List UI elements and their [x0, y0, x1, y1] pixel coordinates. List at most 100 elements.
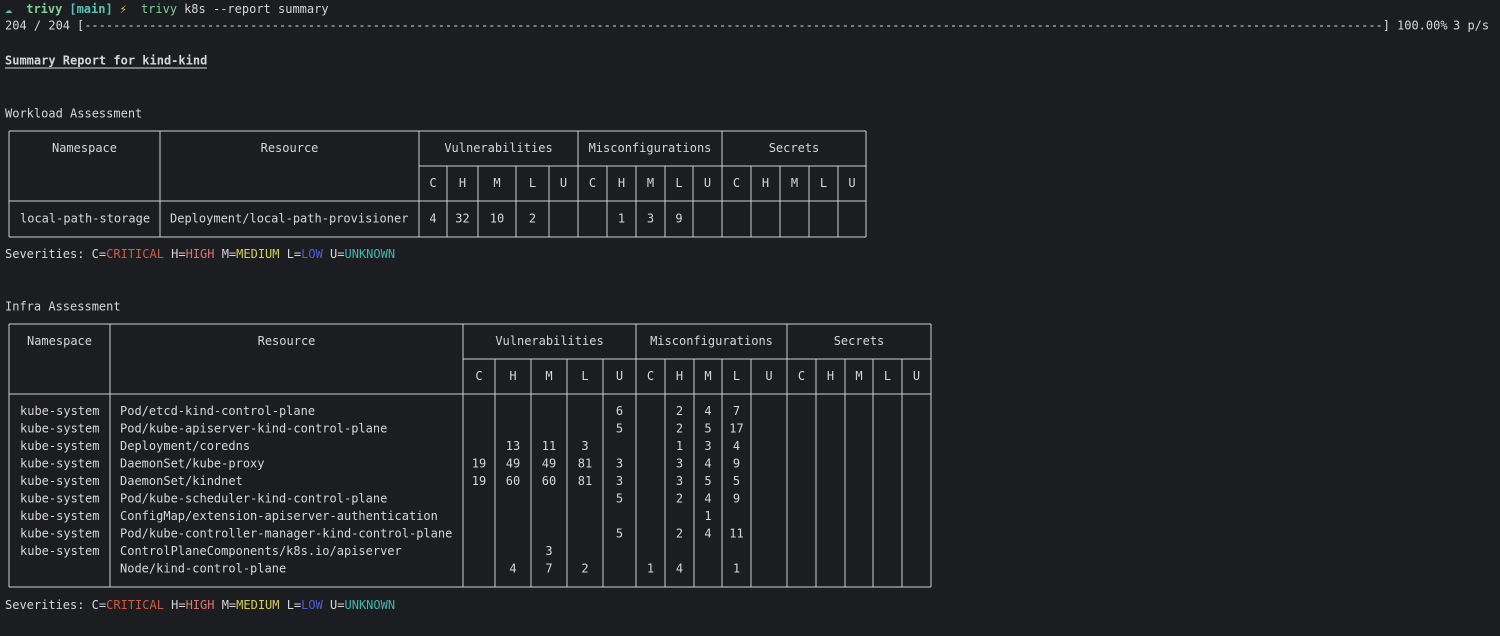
severity-header: U — [616, 369, 623, 383]
severity-header: L — [529, 176, 536, 190]
severity-header: U — [704, 176, 711, 190]
legend-key: U= — [330, 598, 344, 612]
legend-name: CRITICAL — [106, 598, 164, 612]
legend-label: Severities: — [5, 598, 84, 612]
count-cell: 2 — [529, 212, 536, 226]
count-cell: 3 — [704, 439, 711, 453]
severity-header: M — [493, 176, 500, 190]
count-cell: 1 — [733, 562, 740, 576]
namespace-cell: kube-system — [20, 492, 99, 506]
count-cell: 4 — [676, 562, 683, 576]
legend-key: M= — [222, 247, 236, 261]
severity-header: C — [798, 369, 805, 383]
legend-key: M= — [222, 598, 236, 612]
severity-header: C — [647, 369, 654, 383]
severity-header: L — [820, 176, 827, 190]
column-header: Resource — [261, 141, 319, 155]
count-cell: 1 — [647, 562, 654, 576]
severity-header: U — [848, 176, 855, 190]
count-cell: 4 — [733, 439, 740, 453]
group-header: Vulnerabilities — [444, 141, 552, 155]
prompt-dir: trivy — [26, 2, 62, 16]
count-cell: 5 — [616, 492, 623, 506]
command: trivy — [141, 2, 177, 16]
severity-header: C — [589, 176, 596, 190]
namespace-cell: kube-system — [20, 404, 99, 418]
count-cell: 49 — [542, 457, 556, 471]
count-cell: 7 — [733, 404, 740, 418]
severity-legend: Severities: C=CRITICAL H=HIGH M=MEDIUM L=LOW… — [5, 598, 395, 612]
count-cell: 4 — [509, 562, 516, 576]
severity-header: L — [733, 369, 740, 383]
count-cell: 2 — [676, 422, 683, 436]
count-cell: 3 — [545, 544, 552, 558]
count-cell: 3 — [676, 457, 683, 471]
count-cell: 11 — [729, 527, 743, 541]
severity-header: C — [429, 176, 436, 190]
namespace-cell: kube-system — [20, 457, 99, 471]
group-header: Vulnerabilities — [495, 334, 603, 348]
count-cell: 1 — [618, 212, 625, 226]
severity-header: U — [560, 176, 567, 190]
resource-cell: Deployment/coredns — [120, 439, 250, 453]
severity-header: M — [791, 176, 798, 190]
prompt-icon: ⚡ — [120, 2, 127, 16]
legend-key: U= — [330, 247, 344, 261]
resource-cell: Pod/kube-controller-manager-kind-control… — [120, 527, 452, 541]
count-cell: 9 — [675, 212, 682, 226]
count-cell: 19 — [472, 457, 486, 471]
severity-header: L — [581, 369, 588, 383]
count-cell: 1 — [676, 439, 683, 453]
count-cell: 3 — [616, 457, 623, 471]
legend-key: L= — [287, 247, 301, 261]
legend-key: L= — [287, 598, 301, 612]
count-cell: 2 — [676, 404, 683, 418]
group-header: Secrets — [769, 141, 820, 155]
count-cell: 9 — [733, 457, 740, 471]
count-cell: 5 — [616, 422, 623, 436]
progress-count: 204 / 204 — [5, 19, 70, 33]
group-header: Misconfigurations — [589, 141, 712, 155]
count-cell: 19 — [472, 474, 486, 488]
count-cell: 60 — [506, 474, 520, 488]
prompt-line: ☁ trivy [main] ⚡ trivy k8s --report summary — [5, 2, 329, 16]
severity-header: C — [475, 369, 482, 383]
legend-key: H= — [171, 247, 185, 261]
count-cell: 5 — [733, 474, 740, 488]
severity-header: H — [459, 176, 466, 190]
count-cell: 81 — [578, 457, 592, 471]
namespace-cell: kube-system — [20, 474, 99, 488]
resource-cell: DaemonSet/kube-proxy — [120, 457, 265, 471]
count-cell: 2 — [581, 562, 588, 576]
legend-key: C= — [92, 598, 106, 612]
count-cell: 9 — [733, 492, 740, 506]
progress-bar: [---------------------------------------… — [77, 19, 1390, 33]
legend-key: C= — [92, 247, 106, 261]
resource-cell: Pod/etcd-kind-control-plane — [120, 404, 315, 418]
count-cell: 2 — [676, 527, 683, 541]
namespace-cell: kube-system — [20, 509, 99, 523]
count-cell: 17 — [729, 422, 743, 436]
resource-cell: Deployment/local-path-provisioner — [170, 212, 408, 226]
severity-header: H — [827, 369, 834, 383]
group-header: Secrets — [834, 334, 885, 348]
legend-key: H= — [171, 598, 185, 612]
severity-header: L — [675, 176, 682, 190]
column-header: Resource — [258, 334, 316, 348]
count-cell: 13 — [506, 439, 520, 453]
prompt-symbol: ☁ — [5, 2, 12, 16]
severity-header: U — [765, 369, 772, 383]
severity-header: M — [704, 369, 711, 383]
resource-cell: Pod/kube-apiserver-kind-control-plane — [120, 422, 387, 436]
count-cell: 7 — [545, 562, 552, 576]
severity-header: M — [855, 369, 862, 383]
legend-name: HIGH — [186, 247, 215, 261]
count-cell: 10 — [490, 212, 504, 226]
legend-name: MEDIUM — [236, 247, 279, 261]
column-header: Namespace — [52, 141, 117, 155]
legend-name: UNKNOWN — [345, 247, 396, 261]
severity-header: M — [545, 369, 552, 383]
severity-header: M — [647, 176, 654, 190]
severity-header: H — [762, 176, 769, 190]
